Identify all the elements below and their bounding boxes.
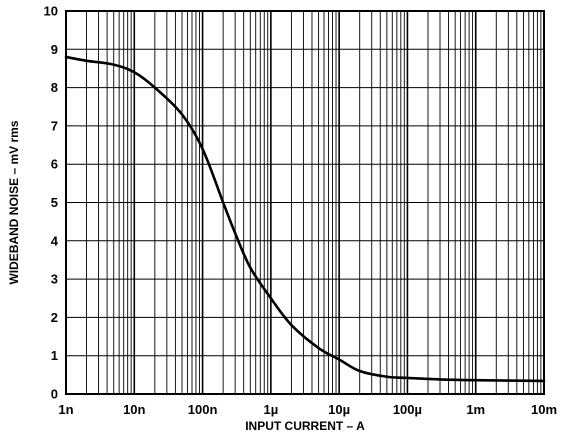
plot-frame xyxy=(65,10,545,395)
y-tick-label: 0 xyxy=(51,387,58,402)
series-layer xyxy=(64,55,546,383)
y-tick-label: 6 xyxy=(51,157,58,172)
x-tick-label: 1m xyxy=(466,402,485,417)
y-axis-label: WIDEBAND NOISE – mV rms xyxy=(7,120,21,284)
x-tick-label: 10m xyxy=(531,402,557,417)
y-tick-label: 9 xyxy=(51,42,58,57)
y-tick-label: 10 xyxy=(44,4,58,19)
x-tick-label: 1n xyxy=(58,402,73,417)
y-tick-label: 7 xyxy=(51,118,58,133)
y-tick-labels: 0 1 2 3 4 5 6 7 8 9 10 xyxy=(44,4,59,402)
series-line xyxy=(64,55,546,383)
x-tick-label: 100µ xyxy=(393,402,422,417)
x-tick-label: 10µ xyxy=(328,402,350,417)
x-tick-label: 10n xyxy=(123,402,145,417)
x-axis-label: INPUT CURRENT – A xyxy=(245,419,365,433)
x-tick-label: 100n xyxy=(188,402,218,417)
y-tick-label: 1 xyxy=(51,348,58,363)
y-tick-label: 4 xyxy=(51,233,59,248)
x-tick-label: 1µ xyxy=(263,402,278,417)
y-tick-label: 2 xyxy=(51,310,58,325)
y-tick-label: 8 xyxy=(51,80,58,95)
x-tick-labels: 1n 10n 100n 1µ 10µ 100µ 1m 10m xyxy=(58,402,557,417)
y-tick-label: 5 xyxy=(51,195,58,210)
y-tick-label: 3 xyxy=(51,272,58,287)
